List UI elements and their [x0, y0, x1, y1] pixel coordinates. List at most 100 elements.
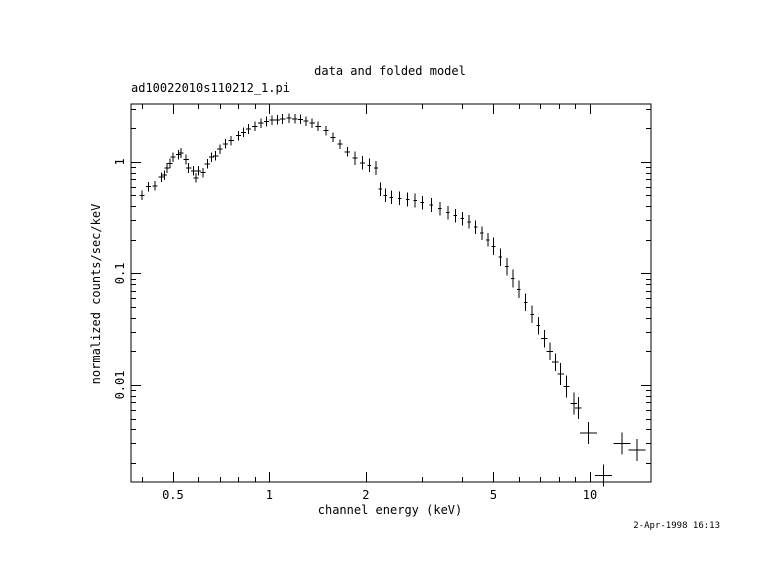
data-point-74 [570, 392, 577, 415]
data-point-32 [292, 114, 298, 124]
data-point-10 [183, 154, 189, 165]
data-point-7 [170, 152, 176, 163]
y-tick-label-1: 0.1 [113, 263, 127, 285]
data-point-12 [190, 166, 197, 176]
plot-frame [130, 103, 652, 483]
data-point-63 [504, 257, 509, 276]
x-tick-label-3: 5 [490, 488, 497, 502]
data-point-65 [517, 280, 521, 299]
data-point-27 [264, 116, 270, 127]
data-point-15 [200, 167, 206, 178]
y-axis-label: normalized counts/sec/keV [89, 204, 103, 385]
data-point-14 [195, 166, 201, 176]
data-point-6 [167, 158, 173, 169]
chart-subtitle: ad10022010s110212_1.pi [131, 81, 290, 95]
data-point-77 [594, 464, 612, 487]
data-point-50 [413, 193, 418, 208]
x-axis-label: channel energy (keV) [318, 503, 463, 517]
data-point-53 [437, 201, 442, 216]
data-point-48 [397, 191, 402, 206]
data-point-68 [536, 316, 541, 335]
data-point-73 [563, 375, 570, 398]
data-point-37 [323, 125, 329, 136]
data-point-24 [245, 124, 252, 134]
data-point-52 [429, 198, 434, 212]
data-point-71 [552, 353, 559, 372]
data-point-39 [337, 139, 343, 149]
data-point-34 [303, 116, 309, 126]
data-point-62 [498, 248, 503, 266]
x-tick-label-4: 10 [583, 488, 597, 502]
data-point-18 [213, 151, 219, 161]
data-point-66 [523, 293, 528, 312]
data-point-8 [175, 149, 181, 160]
data-point-69 [541, 329, 548, 348]
data-point-57 [467, 215, 472, 229]
data-point-46 [383, 188, 388, 203]
data-point-20 [223, 139, 229, 149]
data-point-44 [374, 161, 378, 175]
data-point-13 [193, 172, 199, 183]
data-point-16 [204, 159, 210, 169]
x-tick-label-1: 1 [266, 488, 273, 502]
data-point-76 [580, 422, 598, 445]
data-point-61 [491, 237, 496, 256]
data-point-21 [228, 135, 234, 146]
data-point-28 [269, 115, 275, 126]
data-point-26 [258, 118, 264, 129]
data-point-33 [297, 114, 304, 125]
data-point-0 [139, 190, 145, 201]
data-point-41 [352, 151, 358, 165]
plot-frame-group [130, 103, 652, 483]
data-point-58 [473, 220, 478, 234]
chart-title: data and folded model [314, 64, 466, 78]
data-point-36 [315, 121, 321, 132]
data-point-1 [146, 181, 152, 192]
data-point-22 [235, 130, 241, 141]
data-point-38 [330, 132, 336, 143]
data-point-72 [557, 363, 564, 386]
data-point-79 [628, 439, 646, 462]
data-point-49 [405, 192, 410, 207]
axis-label-group: 0.5 1 2 5 10 1 0.1 0.01 [113, 158, 597, 502]
data-point-45 [378, 182, 383, 196]
data-point-42 [359, 156, 365, 170]
data-points-group [139, 113, 646, 487]
data-point-40 [344, 147, 350, 157]
data-point-23 [240, 127, 247, 138]
y-tick-label-0: 1 [113, 158, 127, 165]
x-tick-label-0: 0.5 [162, 488, 184, 502]
data-point-5 [164, 163, 170, 173]
y-tick-label-2: 0.01 [113, 371, 127, 400]
data-point-56 [460, 211, 465, 226]
data-point-35 [309, 118, 315, 129]
data-point-70 [546, 342, 554, 361]
data-point-64 [511, 269, 515, 288]
data-point-25 [252, 121, 258, 132]
data-point-3 [158, 172, 164, 182]
data-point-43 [367, 158, 372, 173]
data-point-30 [280, 114, 286, 124]
data-point-31 [286, 113, 292, 124]
data-point-67 [530, 305, 534, 324]
axis-ticks-group [131, 104, 651, 482]
data-point-29 [274, 115, 281, 125]
data-point-51 [420, 195, 425, 210]
data-point-60 [486, 233, 490, 247]
data-point-17 [208, 152, 215, 163]
data-point-11 [186, 163, 192, 173]
timestamp: 2-Apr-1998 16:13 [633, 521, 720, 531]
data-point-55 [453, 208, 458, 223]
data-point-59 [480, 226, 484, 240]
data-point-54 [445, 205, 450, 220]
data-point-75 [575, 397, 582, 420]
data-point-19 [217, 144, 223, 154]
data-point-2 [152, 180, 158, 191]
x-tick-label-2: 2 [362, 488, 369, 502]
data-point-9 [178, 148, 184, 158]
data-point-4 [161, 170, 167, 180]
data-point-78 [613, 432, 631, 455]
data-point-47 [389, 190, 394, 205]
